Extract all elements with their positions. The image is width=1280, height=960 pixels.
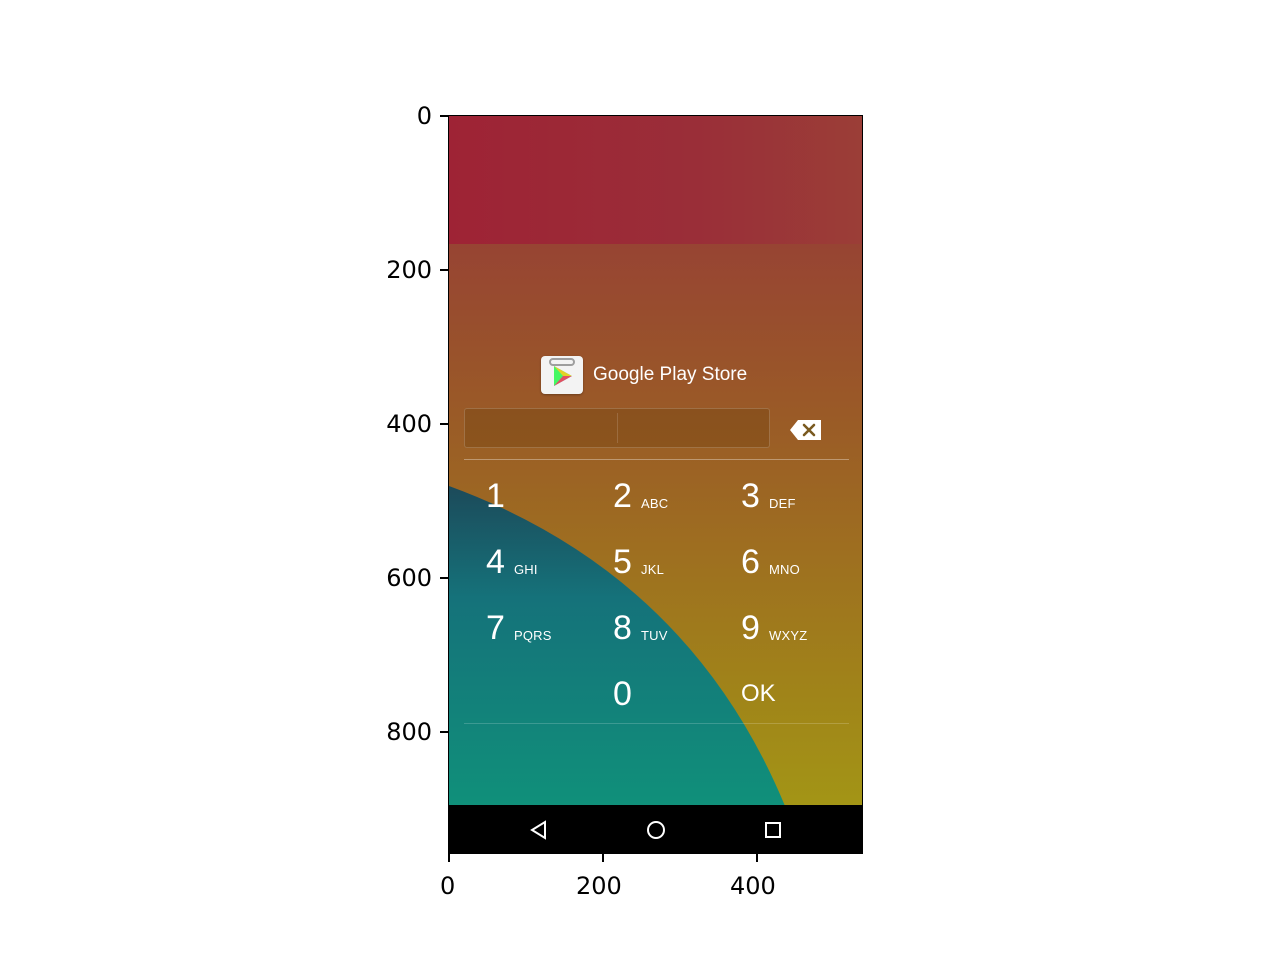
y-tick-mark xyxy=(440,423,448,425)
backspace-icon xyxy=(790,420,821,440)
key-letters: ABC xyxy=(641,496,669,511)
key-2[interactable]: 2 ABC xyxy=(613,476,741,542)
recents-square-icon xyxy=(765,822,781,838)
pin-input[interactable] xyxy=(464,408,770,448)
key-5[interactable]: 5 JKL xyxy=(613,542,741,608)
y-tick-mark xyxy=(440,269,448,271)
back-button[interactable] xyxy=(526,817,552,843)
key-letters: WXYZ xyxy=(769,628,808,643)
y-tick-label: 400 xyxy=(386,410,432,438)
recents-button[interactable] xyxy=(760,817,786,843)
home-circle-icon xyxy=(647,821,665,839)
status-area xyxy=(449,116,862,244)
ok-button[interactable]: OK xyxy=(741,674,862,740)
google-play-store-icon xyxy=(541,356,583,394)
key-letters: PQRS xyxy=(514,628,552,643)
x-tick-label: 0 xyxy=(440,872,456,900)
key-digit: 7 xyxy=(486,609,505,647)
y-tick-label: 200 xyxy=(386,256,432,284)
ok-label: OK xyxy=(741,680,776,707)
key-1[interactable]: 1 xyxy=(486,476,614,542)
key-4[interactable]: 4 GHI xyxy=(486,542,614,608)
key-digit: 1 xyxy=(486,477,505,515)
key-digit: 8 xyxy=(613,609,632,647)
wallpaper-arc xyxy=(449,486,785,806)
key-6[interactable]: 6 MNO xyxy=(741,542,862,608)
key-digit: 0 xyxy=(613,675,632,713)
key-letters: MNO xyxy=(769,562,800,577)
y-tick-mark xyxy=(440,115,448,117)
navigation-bar xyxy=(449,805,862,853)
key-digit: 4 xyxy=(486,543,505,581)
home-button[interactable] xyxy=(643,817,669,843)
app-name: Google Play Store xyxy=(593,364,748,385)
key-3[interactable]: 3 DEF xyxy=(741,476,862,542)
lock-screen: Google Play Store 1 2 ABC 3 DEF 4 GHI xyxy=(449,116,862,853)
y-tick-label: 800 xyxy=(386,718,432,746)
key-9[interactable]: 9 WXYZ xyxy=(741,608,862,674)
back-triangle-icon xyxy=(530,820,546,840)
key-digit: 2 xyxy=(613,477,632,515)
key-letters: DEF xyxy=(769,496,796,511)
pin-cursor xyxy=(617,413,618,443)
y-tick-label: 0 xyxy=(416,102,432,130)
x-tick-label: 400 xyxy=(730,872,776,900)
app-header: Google Play Store xyxy=(541,356,747,394)
keypad-top-divider xyxy=(464,459,849,460)
key-digit: 9 xyxy=(741,609,760,647)
x-tick-mark xyxy=(448,854,450,862)
x-tick-label: 200 xyxy=(576,872,622,900)
key-letters: GHI xyxy=(514,562,538,577)
key-0[interactable]: 0 xyxy=(613,674,741,740)
key-digit: 6 xyxy=(741,543,760,581)
backspace-button[interactable] xyxy=(789,419,823,441)
key-7[interactable]: 7 PQRS xyxy=(486,608,614,674)
key-letters: TUV xyxy=(641,628,668,643)
key-letters: JKL xyxy=(641,562,665,577)
phone-screenshot-frame: Google Play Store 1 2 ABC 3 DEF 4 GHI xyxy=(448,115,863,854)
key-digit: 3 xyxy=(741,477,760,515)
key-8[interactable]: 8 TUV xyxy=(613,608,741,674)
keypad-bottom-divider xyxy=(464,723,849,724)
x-tick-mark xyxy=(756,854,758,862)
y-tick-label: 600 xyxy=(386,564,432,592)
wallpaper xyxy=(449,244,862,806)
key-digit: 5 xyxy=(613,543,632,581)
y-tick-mark xyxy=(440,577,448,579)
x-tick-mark xyxy=(602,854,604,862)
y-tick-mark xyxy=(440,731,448,733)
